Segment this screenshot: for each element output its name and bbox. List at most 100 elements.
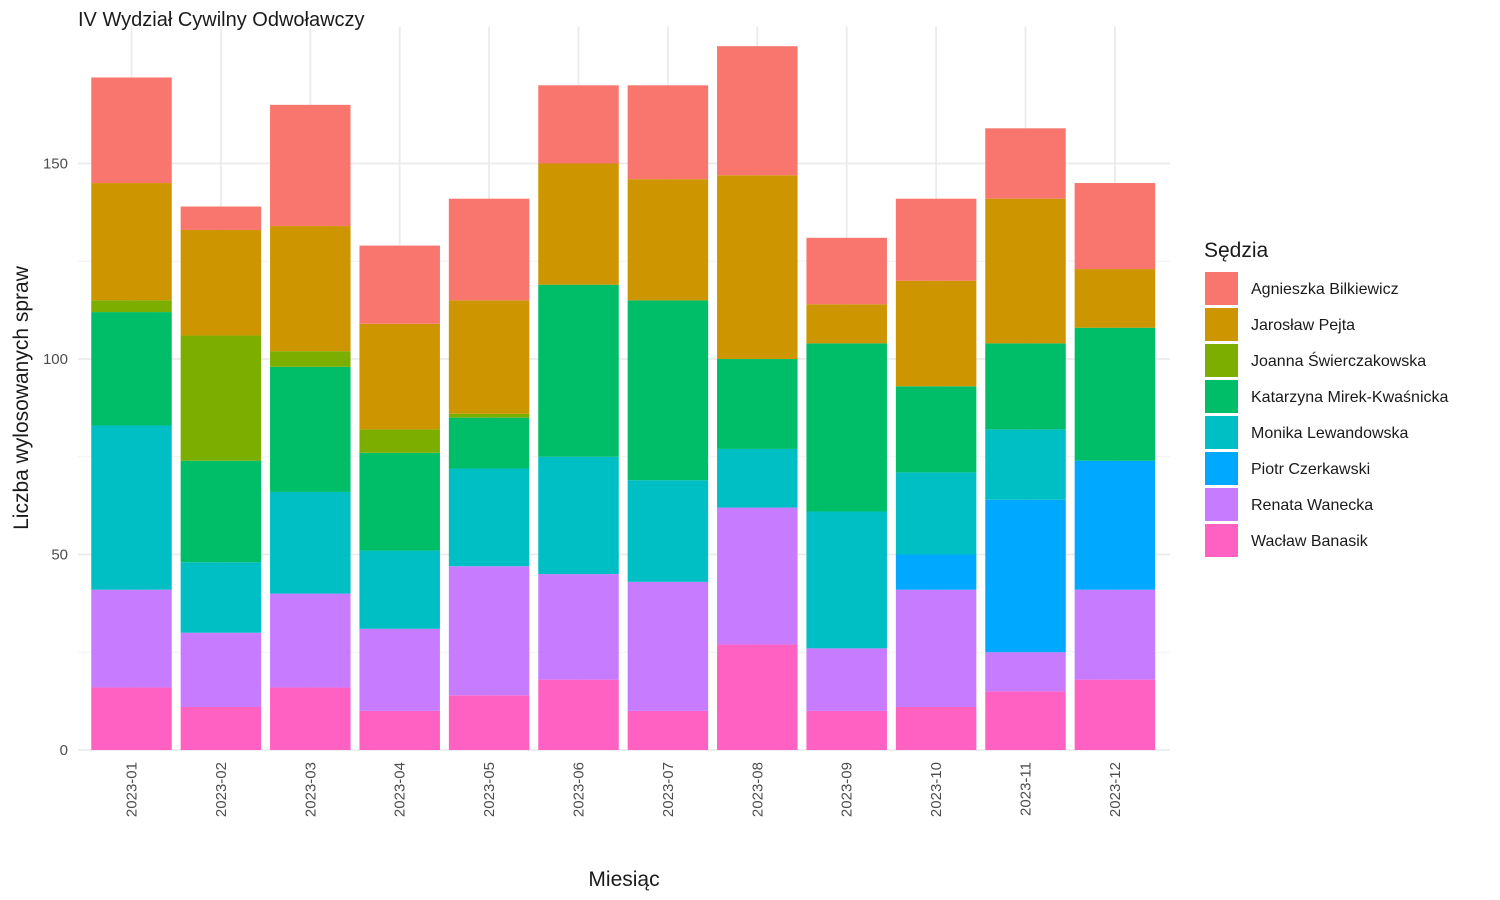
bar-segment: [91, 77, 172, 184]
bar-segment: [270, 226, 351, 352]
bar-segment: [1074, 679, 1156, 750]
bar-segment: [359, 452, 440, 551]
bar-segment: [448, 566, 530, 696]
bar-segment: [895, 589, 977, 707]
bar-segment: [985, 198, 1066, 344]
y-axis-title: Liczba wylosowanych spraw: [10, 265, 33, 530]
bar-segment: [448, 300, 530, 414]
x-tick-label: 2023-12: [1107, 762, 1124, 817]
bar-segment: [359, 710, 440, 750]
bar-segment: [180, 335, 262, 461]
legend-swatch: [1205, 416, 1238, 449]
bar-segment: [627, 480, 709, 582]
bar-segment: [91, 312, 172, 426]
bar-segment: [91, 589, 172, 688]
x-tick-label: 2023-10: [928, 762, 945, 817]
bar-segment: [270, 351, 351, 367]
bars-layer: [91, 46, 1156, 750]
x-axis-title: Miesiąc: [588, 868, 659, 891]
bar-segment: [270, 491, 351, 594]
bar-segment: [627, 581, 709, 711]
bar-segment: [895, 386, 977, 473]
bar-segment: [448, 413, 530, 418]
chart-title: IV Wydział Cywilny Odwoławczy: [78, 9, 365, 31]
x-tick-label: 2023-09: [839, 762, 856, 817]
legend-swatch: [1205, 524, 1238, 557]
bar-segment: [806, 304, 887, 344]
bar-segment: [806, 343, 887, 512]
x-tick-label: 2023-04: [392, 762, 409, 817]
bar-segment: [538, 163, 619, 285]
bar-segment: [717, 644, 798, 750]
bar-segment: [717, 175, 798, 359]
bar-segment: [448, 198, 530, 301]
x-tick-label: 2023-11: [1018, 762, 1035, 816]
legend-swatch: [1205, 344, 1238, 377]
x-tick-label: 2023-01: [124, 762, 141, 817]
y-tick-label: 0: [60, 742, 68, 759]
bar-segment: [895, 706, 977, 750]
bar-segment: [627, 85, 709, 180]
bar-segment: [180, 229, 262, 336]
legend-label: Joanna Świerczakowska: [1251, 351, 1426, 370]
x-tick-label: 2023-02: [213, 762, 230, 817]
legend-title: Sędzia: [1204, 239, 1269, 262]
legend-swatch: [1205, 272, 1238, 305]
x-tick-label: 2023-05: [481, 762, 498, 817]
bar-segment: [985, 499, 1066, 653]
bar-segment: [1074, 183, 1156, 270]
axis-layer: 0 50 100 150 2023-01 2023-02 2023-03 2023-04 202…: [43, 156, 1124, 818]
legend-swatch: [1205, 488, 1238, 521]
bar-segment: [538, 574, 619, 680]
bar-segment: [538, 679, 619, 750]
x-tick-label: 2023-06: [571, 762, 588, 817]
bar-segment: [91, 183, 172, 301]
x-tick-label: 2023-07: [660, 762, 677, 817]
bar-segment: [895, 280, 977, 387]
bar-segment: [895, 198, 977, 281]
y-tick-label: 100: [43, 351, 68, 368]
bar-segment: [806, 710, 887, 750]
bar-segment: [717, 359, 798, 449]
bar-segment: [627, 179, 709, 301]
bar-segment: [1074, 327, 1156, 461]
bar-segment: [270, 593, 351, 688]
bar-segment: [538, 284, 619, 457]
bar-segment: [448, 468, 530, 567]
bar-segment: [448, 417, 530, 469]
bar-segment: [806, 237, 887, 305]
bar-segment: [359, 429, 440, 453]
bar-segment: [180, 206, 262, 230]
y-tick-label: 150: [43, 156, 68, 173]
legend-label: Jarosław Pejta: [1251, 317, 1355, 334]
bar-segment: [359, 245, 440, 324]
legend-swatch: [1205, 308, 1238, 341]
bar-segment: [895, 472, 977, 555]
bar-segment: [91, 687, 172, 750]
legend-label: Piotr Czerkawski: [1251, 461, 1370, 478]
bar-segment: [359, 323, 440, 430]
bar-segment: [717, 46, 798, 176]
bar-segment: [985, 691, 1066, 750]
legend-label: Agnieszka Bilkiewicz: [1251, 281, 1399, 298]
bar-segment: [180, 460, 262, 563]
legend-label: Katarzyna Mirek-Kwaśnicka: [1251, 389, 1449, 406]
bar-segment: [180, 706, 262, 750]
bar-segment: [538, 456, 619, 575]
bar-segment: [538, 85, 619, 164]
bar-segment: [270, 366, 351, 492]
x-tick-label: 2023-08: [749, 762, 766, 817]
bar-segment: [895, 554, 977, 590]
bar-segment: [359, 628, 440, 711]
bar-segment: [806, 648, 887, 711]
bar-segment: [985, 343, 1066, 430]
bar-segment: [91, 300, 172, 313]
bar-segment: [806, 511, 887, 649]
bar-segment: [1074, 269, 1156, 328]
bar-segment: [985, 652, 1066, 692]
bar-segment: [180, 632, 262, 707]
legend-label: Renata Wanecka: [1251, 497, 1373, 514]
bar-segment: [448, 695, 530, 750]
